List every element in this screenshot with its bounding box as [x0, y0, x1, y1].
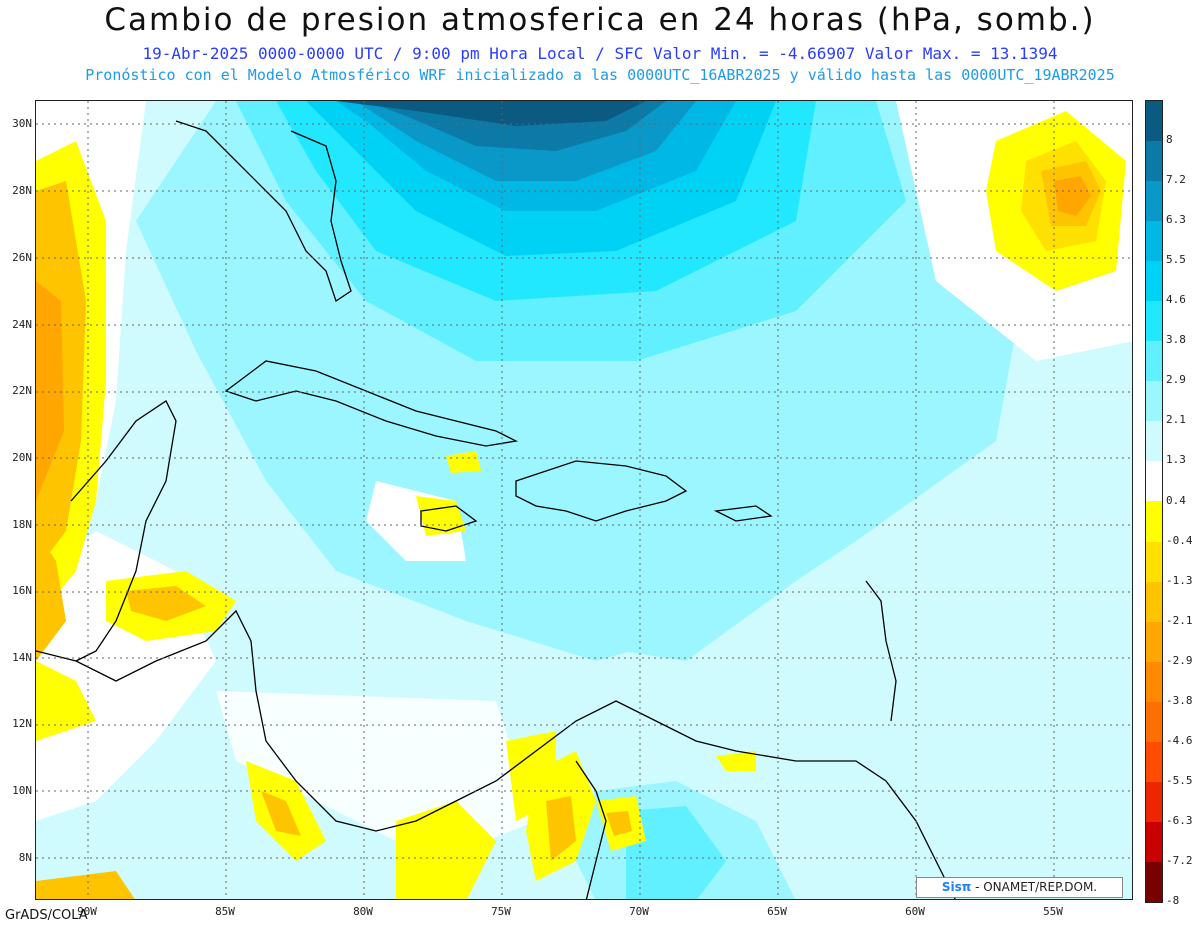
map-canvas	[36, 101, 1132, 899]
pressure-change-map	[35, 100, 1133, 900]
lat-label-24n: 24N	[12, 318, 32, 331]
colorbar-segment	[1146, 501, 1162, 542]
lat-label-12n: 12N	[12, 717, 32, 730]
lat-label-22n: 22N	[12, 384, 32, 397]
colorbar-segment	[1146, 101, 1162, 142]
lat-label-14n: 14N	[12, 651, 32, 664]
credit-box: Sisπ - ONAMET/REP.DOM.	[916, 877, 1123, 898]
credit-text: - ONAMET/REP.DOM.	[971, 880, 1098, 894]
grads-cola-label: GrADS/COLA	[5, 908, 88, 923]
colorbar-segment	[1146, 221, 1162, 262]
lon-label-65w: 65W	[767, 905, 787, 918]
lat-label-20n: 20N	[12, 451, 32, 464]
lat-label-16n: 16N	[12, 584, 32, 597]
colorbar-segment	[1146, 421, 1162, 462]
colorbar-tick-label: -3.8	[1166, 693, 1193, 707]
colorbar-tick-label: 5.5	[1166, 253, 1186, 267]
lat-label-26n: 26N	[12, 251, 32, 264]
colorbar-segment	[1146, 261, 1162, 302]
colorbar-segment	[1146, 181, 1162, 222]
lon-label-80w: 80W	[353, 905, 373, 918]
colorbar-tick-label: 3.8	[1166, 333, 1186, 347]
map-subtitle-model: Pronóstico con el Modelo Atmosférico WRF…	[85, 66, 1115, 84]
lon-label-55w: 55W	[1043, 905, 1063, 918]
colorbar-segment	[1146, 141, 1162, 182]
colorbar-tick-label: -0.4	[1166, 533, 1193, 547]
sispi-logo-text: Sisπ	[941, 880, 972, 894]
colorbar-tick-label: 4.6	[1166, 293, 1186, 307]
colorbar-tick-label: -6.3	[1166, 813, 1193, 827]
lat-label-10n: 10N	[12, 784, 32, 797]
colorbar-tick-label: -7.2	[1166, 853, 1193, 867]
colorbar-segment	[1146, 621, 1162, 662]
colorbar-tick-label: 6.3	[1166, 213, 1186, 227]
colorbar-tick-label: 2.9	[1166, 373, 1186, 387]
lat-label-8n: 8N	[18, 851, 32, 864]
lon-label-70w: 70W	[629, 905, 649, 918]
colorbar-segment	[1146, 661, 1162, 702]
lon-label-75w: 75W	[491, 905, 511, 918]
colorbar-segment	[1146, 381, 1162, 422]
lon-label-60w: 60W	[905, 905, 925, 918]
lon-label-90w: 90W	[77, 905, 97, 918]
map-title: Cambio de presion atmosferica en 24 hora…	[104, 2, 1096, 38]
lat-label-28n: 28N	[12, 184, 32, 197]
colorbar-segment	[1146, 341, 1162, 382]
map-gridlines	[36, 101, 1132, 899]
colorbar-tick-label: -8	[1166, 894, 1180, 907]
colorbar	[1145, 100, 1163, 903]
colorbar-tick-label: 1.3	[1166, 453, 1186, 467]
colorbar-tick-label: 0.4	[1166, 493, 1186, 507]
colorbar-segment	[1146, 861, 1162, 902]
colorbar-tick-label: -4.6	[1166, 733, 1193, 747]
lon-label-85w: 85W	[215, 905, 235, 918]
colorbar-tick-label: -2.9	[1166, 653, 1193, 667]
colorbar-tick-label: 2.1	[1166, 413, 1186, 427]
colorbar-segment	[1146, 781, 1162, 822]
colorbar-segment	[1146, 461, 1162, 502]
colorbar-segment	[1146, 701, 1162, 742]
colorbar-segment	[1146, 541, 1162, 582]
colorbar-segment	[1146, 741, 1162, 782]
colorbar-segment	[1146, 821, 1162, 862]
colorbar-tick-label: -2.1	[1166, 613, 1193, 627]
map-subtitle-date: 19-Abr-2025 0000-0000 UTC / 9:00 pm Hora…	[142, 44, 1058, 63]
colorbar-tick-label: 7.2	[1166, 173, 1186, 187]
colorbar-segment	[1146, 581, 1162, 622]
lat-label-30n: 30N	[12, 117, 32, 130]
colorbar-tick-label: -5.5	[1166, 773, 1193, 787]
lat-label-18n: 18N	[12, 518, 32, 531]
colorbar-segment	[1146, 301, 1162, 342]
colorbar-tick-label: -1.3	[1166, 573, 1193, 587]
colorbar-tick-label: 8	[1166, 133, 1173, 147]
